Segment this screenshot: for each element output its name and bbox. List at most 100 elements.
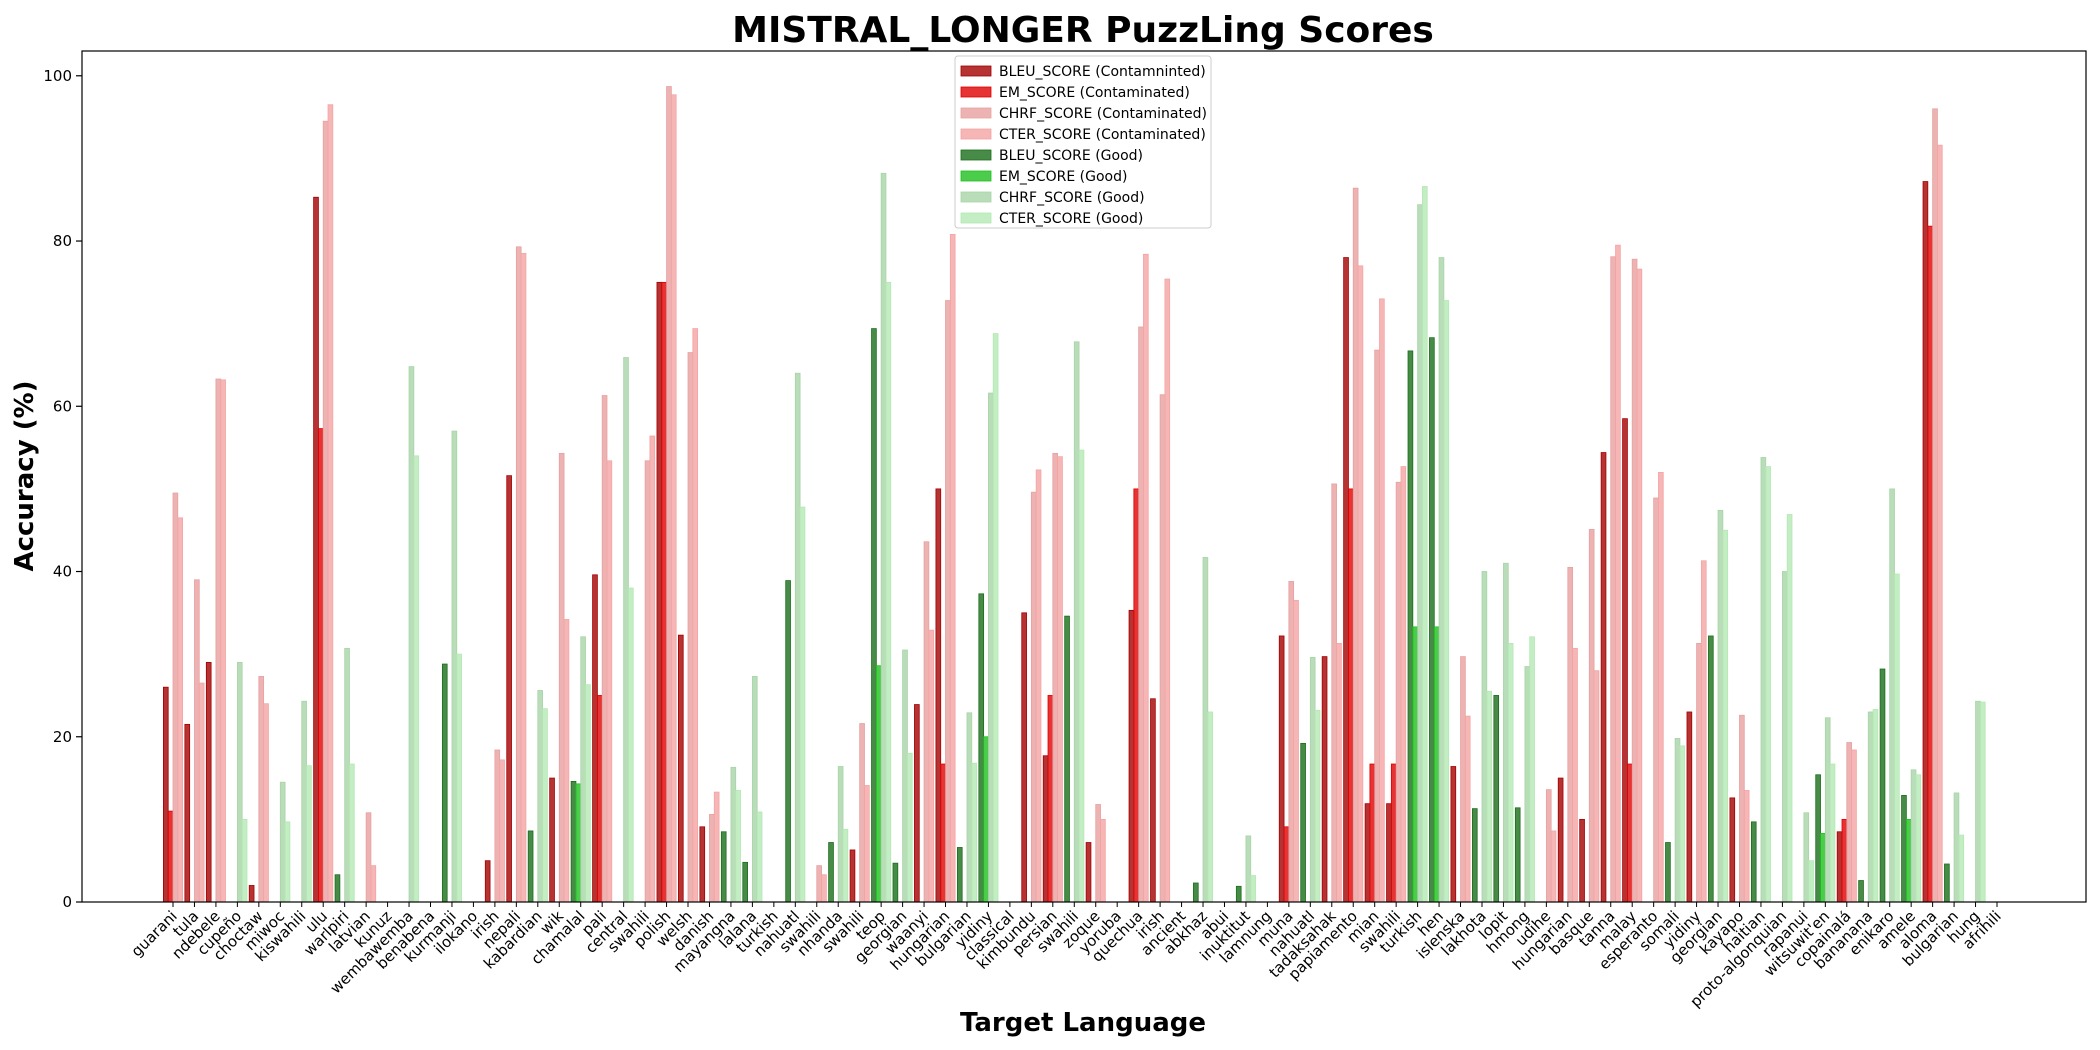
bar [596,695,603,903]
bar [205,661,212,903]
bar [537,690,543,903]
bars-layer [162,86,1986,903]
legend-swatch [960,128,992,140]
legend-swatch [960,86,992,98]
bar [1057,456,1063,903]
legend-swatch [960,107,992,119]
bar [1357,265,1364,903]
bar [258,676,265,903]
bar [506,475,512,903]
bar [1622,418,1628,903]
bar [301,700,307,903]
bar [194,579,200,903]
bar [1836,831,1843,903]
bar [1894,573,1900,903]
bar [1953,792,1960,903]
bar [1782,571,1788,903]
bar [284,821,291,903]
bar [1095,804,1101,903]
bar [585,684,591,903]
legend-swatch [960,65,992,77]
bar [1138,326,1144,903]
bar [885,281,892,903]
bar [1588,528,1595,903]
y-tick-label: 80 [53,232,72,250]
bar [1841,818,1848,903]
bar [1557,777,1564,903]
bar [215,378,222,903]
bar [527,830,534,903]
bar [1627,763,1633,903]
bar [923,541,930,903]
bar [1579,818,1585,903]
bar [978,593,985,903]
bar [1708,635,1714,903]
bar [542,708,548,903]
bar [988,392,994,903]
bar [1460,656,1466,903]
bar [1422,186,1428,903]
bar [1100,818,1106,903]
bar [992,333,999,903]
bar [859,723,865,903]
bar [1872,709,1879,903]
bar [349,763,355,903]
bar [1164,278,1171,903]
bar [1750,821,1757,903]
bar [1348,488,1354,903]
legend-swatch [960,191,992,203]
bar [1879,668,1886,903]
bar [1572,647,1578,903]
bar [1245,835,1252,903]
bar [1288,581,1295,903]
bar [413,455,420,903]
bar [751,676,758,903]
bar [592,574,598,903]
bar [1615,244,1621,903]
bar [1374,349,1380,903]
bar [1524,666,1531,903]
bar [1674,738,1681,903]
bar [1550,830,1557,903]
bar [1450,766,1457,903]
bar [1417,204,1423,903]
bar [1352,187,1359,903]
bar [1085,842,1092,903]
bar [1820,833,1826,903]
bar [1915,774,1922,903]
bar [799,506,806,903]
bar [1851,749,1857,903]
bar [709,814,715,903]
bar [1073,341,1080,903]
bar [1901,795,1907,903]
bar [313,196,319,903]
bar [263,703,269,903]
bar [520,253,527,903]
bar [742,861,748,903]
bar [1803,812,1810,903]
bar [1078,449,1085,903]
y-tick-label: 20 [53,728,72,746]
bar [1464,715,1471,903]
bar [1665,842,1671,903]
bar [828,842,834,903]
bar [928,629,935,903]
bar [408,366,415,903]
bar [628,587,634,903]
bar [1927,225,1934,903]
bar [864,785,870,903]
bar [184,723,191,903]
bar [1545,789,1552,903]
legend-swatch [960,212,992,224]
bar [1433,626,1440,903]
legend-swatch [960,170,992,182]
bar [1443,300,1450,903]
bar [1052,452,1059,903]
bar [1412,626,1419,903]
bar [1815,774,1821,903]
bar [892,862,899,903]
bar [575,783,582,903]
bar [940,763,946,903]
bar [1390,763,1397,903]
legend-label: EM_SCORE (Good) [999,169,1127,185]
